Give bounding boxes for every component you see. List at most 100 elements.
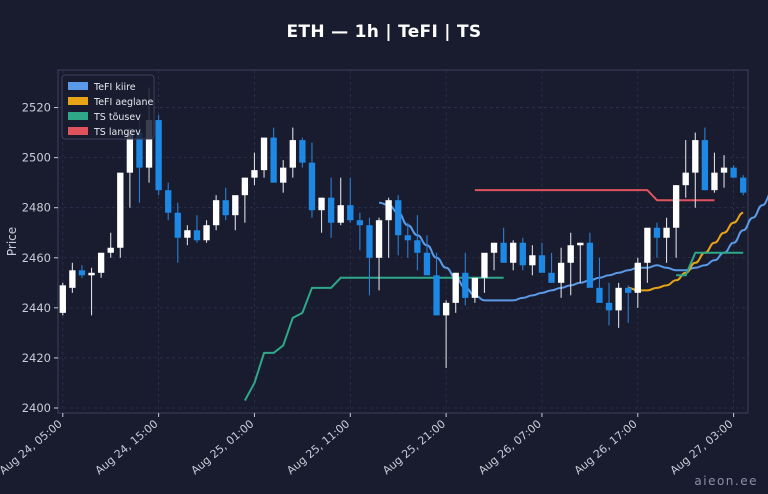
candle-body	[165, 190, 172, 213]
candle-body	[366, 225, 373, 258]
candle-body	[490, 242, 498, 253]
candle-body	[126, 132, 134, 173]
candle-body	[308, 162, 316, 211]
candle-body	[280, 167, 287, 183]
candle-body	[701, 140, 709, 191]
candle-body	[270, 137, 277, 183]
candle-body	[596, 287, 603, 303]
candle-body	[78, 270, 86, 276]
x-tick-label: Aug 25, 11:00	[284, 417, 352, 477]
y-tick-label: 2460	[22, 251, 51, 265]
y-tick-label: 2480	[22, 201, 51, 215]
series-ts-t-usev-line	[243, 276, 504, 401]
candle-body	[136, 132, 143, 168]
candle-body	[375, 220, 383, 258]
candle-body	[97, 252, 105, 273]
y-tick-label: 2420	[22, 351, 51, 365]
x-tick-label: Aug 25, 01:00	[189, 417, 257, 477]
y-tick-label: 2440	[22, 301, 51, 315]
plot-frame	[57, 69, 749, 414]
candle-body	[222, 200, 229, 216]
chart-title: ETH — 1h | TeFI | TS	[286, 22, 482, 42]
legend-label: TeFI aeglane	[93, 97, 153, 108]
candle-body	[174, 212, 181, 238]
candle-body	[299, 140, 306, 163]
candle-body	[203, 225, 210, 241]
candle-body	[145, 120, 153, 168]
x-tick-label: Aug 27, 03:00	[668, 417, 736, 477]
series-ts-t-usev-line	[676, 251, 744, 277]
candle-body	[241, 177, 249, 196]
y-tick-label: 2400	[22, 401, 51, 415]
x-tick-label: Aug 26, 07:00	[476, 417, 544, 477]
candle-body	[155, 120, 162, 191]
x-tick-label: Aug 26, 17:00	[572, 417, 640, 477]
candle-body	[538, 255, 546, 273]
candles	[59, 87, 747, 368]
candle-body	[193, 230, 201, 241]
candle-body	[519, 242, 526, 266]
legend: TeFI kiire TeFI aeglane TS tõusev TS langev	[61, 74, 155, 140]
candle-body	[625, 287, 632, 293]
candle-body	[644, 227, 651, 263]
candle-body	[59, 285, 66, 313]
y-tick-label: 2520	[22, 101, 51, 115]
candle-body	[212, 200, 220, 226]
candle-body	[88, 272, 95, 276]
watermark: aieon.ee	[694, 474, 758, 488]
legend-swatch	[68, 97, 88, 105]
candle-body	[557, 262, 565, 283]
candle-body	[586, 242, 594, 288]
candle-body	[529, 255, 536, 266]
candle-body	[471, 277, 479, 298]
candle-body	[260, 137, 268, 171]
candle-body	[289, 140, 296, 168]
legend-box	[61, 74, 155, 140]
candle-body	[462, 272, 469, 298]
candle-body	[481, 252, 488, 278]
candle-body	[500, 242, 507, 263]
x-tick-label: Aug 25, 21:00	[380, 417, 448, 477]
candle-body	[107, 247, 114, 253]
candle-body	[653, 227, 661, 238]
candle-body	[385, 200, 392, 221]
candle-body	[682, 172, 689, 186]
candle-body	[615, 287, 622, 311]
candle-body	[327, 197, 335, 223]
legend-swatch	[68, 82, 88, 90]
candle-body	[740, 177, 747, 193]
candle-body	[356, 220, 364, 226]
candle-body	[634, 262, 641, 293]
grid-lines	[57, 69, 749, 414]
x-tick-label: Aug 24, 15:00	[93, 417, 161, 477]
candle-body	[452, 272, 459, 303]
candle-body	[442, 302, 450, 316]
candle-body	[692, 140, 699, 173]
legend-swatch	[68, 112, 88, 120]
candle-body	[605, 302, 613, 311]
candle-body	[337, 205, 344, 223]
legend-label: TS tõusev	[93, 112, 141, 123]
legend-label: TS langev	[93, 127, 141, 138]
candle-body	[510, 242, 517, 263]
candle-body	[423, 252, 431, 276]
candle-body	[414, 240, 421, 253]
candle-body	[395, 200, 402, 236]
candle-body	[184, 230, 191, 238]
candle-body	[404, 235, 411, 241]
y-axis-label: Price	[5, 227, 19, 256]
candle-body	[672, 185, 680, 228]
legend-label: TeFI kiire	[93, 82, 136, 93]
candle-body	[69, 270, 76, 288]
candle-body	[577, 242, 584, 246]
candle-body	[318, 197, 325, 211]
candle-body	[433, 275, 440, 316]
candle-body	[117, 172, 124, 248]
candle-body	[251, 170, 258, 178]
candle-body	[711, 172, 718, 191]
candle-body	[663, 227, 670, 238]
y-tick-label: 2500	[22, 151, 51, 165]
candle-body	[548, 272, 555, 283]
